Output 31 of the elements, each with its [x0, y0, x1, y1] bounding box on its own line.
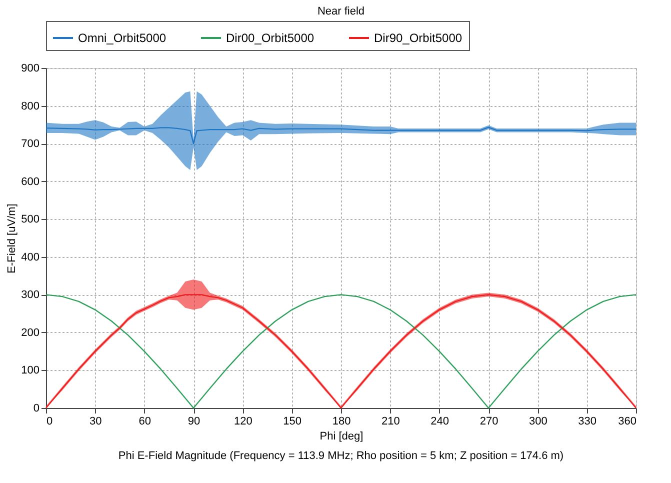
- y-tick-label: 600: [21, 176, 40, 188]
- legend-label: Omni_Orbit5000: [78, 31, 166, 45]
- x-tick-label: 0: [46, 416, 53, 428]
- x-tick-label: 210: [381, 416, 400, 428]
- legend-label: Dir00_Orbit5000: [226, 31, 314, 45]
- x-tick-label: 30: [90, 416, 102, 428]
- chart-title: Near field: [317, 6, 365, 18]
- x-tick-label: 300: [528, 416, 548, 428]
- y-tick-label: 700: [21, 138, 40, 150]
- x-tick-label: 270: [480, 416, 498, 428]
- x-axis-title: Phi [deg]: [320, 430, 364, 442]
- x-tick-label: 330: [578, 416, 597, 428]
- y-tick-label: 800: [21, 100, 40, 112]
- x-tick-label: 360: [618, 416, 636, 428]
- y-tick-label: 500: [21, 214, 40, 226]
- x-tick-label: 240: [430, 416, 450, 428]
- y-tick-label: 100: [21, 364, 40, 377]
- y-tick-label: 200: [21, 326, 40, 339]
- x-tick-label: 90: [188, 416, 200, 428]
- line-series: [45, 126, 637, 144]
- legend-label: Dir90_Orbit5000: [374, 31, 462, 45]
- y-tick-label: 900: [21, 62, 40, 74]
- x-tick-label: 150: [283, 416, 302, 428]
- y-axis-title: E-Field [uV/m]: [6, 204, 18, 274]
- y-tick-label: 300: [21, 289, 40, 302]
- y-tick-label: 0: [33, 402, 40, 414]
- y-tick-label: 400: [21, 251, 40, 264]
- x-tick-label: 120: [234, 416, 252, 428]
- x-tick-label: 180: [332, 416, 351, 428]
- x-tick-label: 60: [138, 416, 151, 428]
- text: Phi E-Field Magnitude (Frequency = 113.9 MHz; Rho position = 5 km; Z position = 174.6 m): [118, 450, 564, 462]
